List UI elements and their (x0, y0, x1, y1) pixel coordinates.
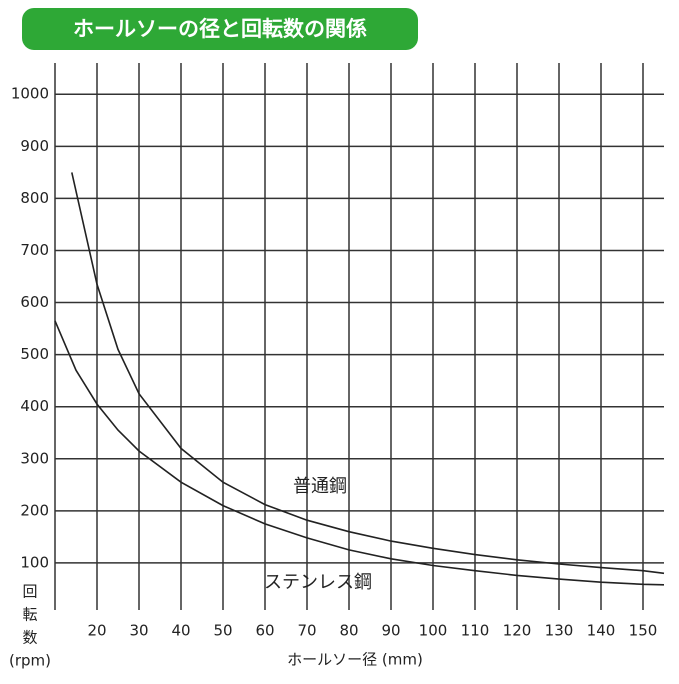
x-tick-label: 20 (87, 622, 106, 640)
title-box (22, 8, 418, 50)
x-tick-label: 120 (503, 622, 532, 640)
line (54, 320, 665, 586)
y-tick-label: 300 (20, 449, 49, 467)
x-tick-label: 130 (545, 622, 574, 640)
line (71, 172, 665, 575)
legend-label: 普通鋼 (293, 476, 347, 497)
y-axis-label: (rpm) (9, 652, 51, 670)
x-tick-label: 50 (213, 622, 232, 640)
y-tick-label: 800 (20, 189, 49, 207)
y-axis-label: 転 (22, 606, 37, 624)
y-tick-label: 500 (20, 345, 49, 363)
y-tick-label: 400 (20, 397, 49, 415)
legend-label: ステンレス鋼 (264, 572, 372, 593)
y-axis-label: 数 (22, 629, 37, 647)
x-tick-label: 70 (297, 622, 316, 640)
chart-title: ホールソーの径と回転数の関係 (73, 17, 367, 41)
x-tick-label: 100 (419, 622, 448, 640)
y-tick-label: 900 (20, 137, 49, 155)
y-axis-label: 回 (22, 583, 37, 601)
y-tick-label: 200 (20, 501, 49, 519)
y-tick-label: 700 (20, 241, 49, 259)
x-tick-label: 60 (255, 622, 274, 640)
x-tick-label: 140 (587, 622, 616, 640)
x-tick-label: 90 (381, 622, 400, 640)
x-tick-label: 110 (461, 622, 490, 640)
x-axis-label: ホールソー径 (mm) (287, 651, 423, 669)
x-tick-label: 30 (129, 622, 148, 640)
y-tick-label: 1000 (11, 85, 49, 103)
y-tick-label: 600 (20, 293, 49, 311)
x-tick-label: 150 (629, 622, 658, 640)
y-tick-label: 100 (20, 553, 49, 571)
x-tick-label: 40 (171, 622, 190, 640)
x-tick-label: 80 (339, 622, 358, 640)
